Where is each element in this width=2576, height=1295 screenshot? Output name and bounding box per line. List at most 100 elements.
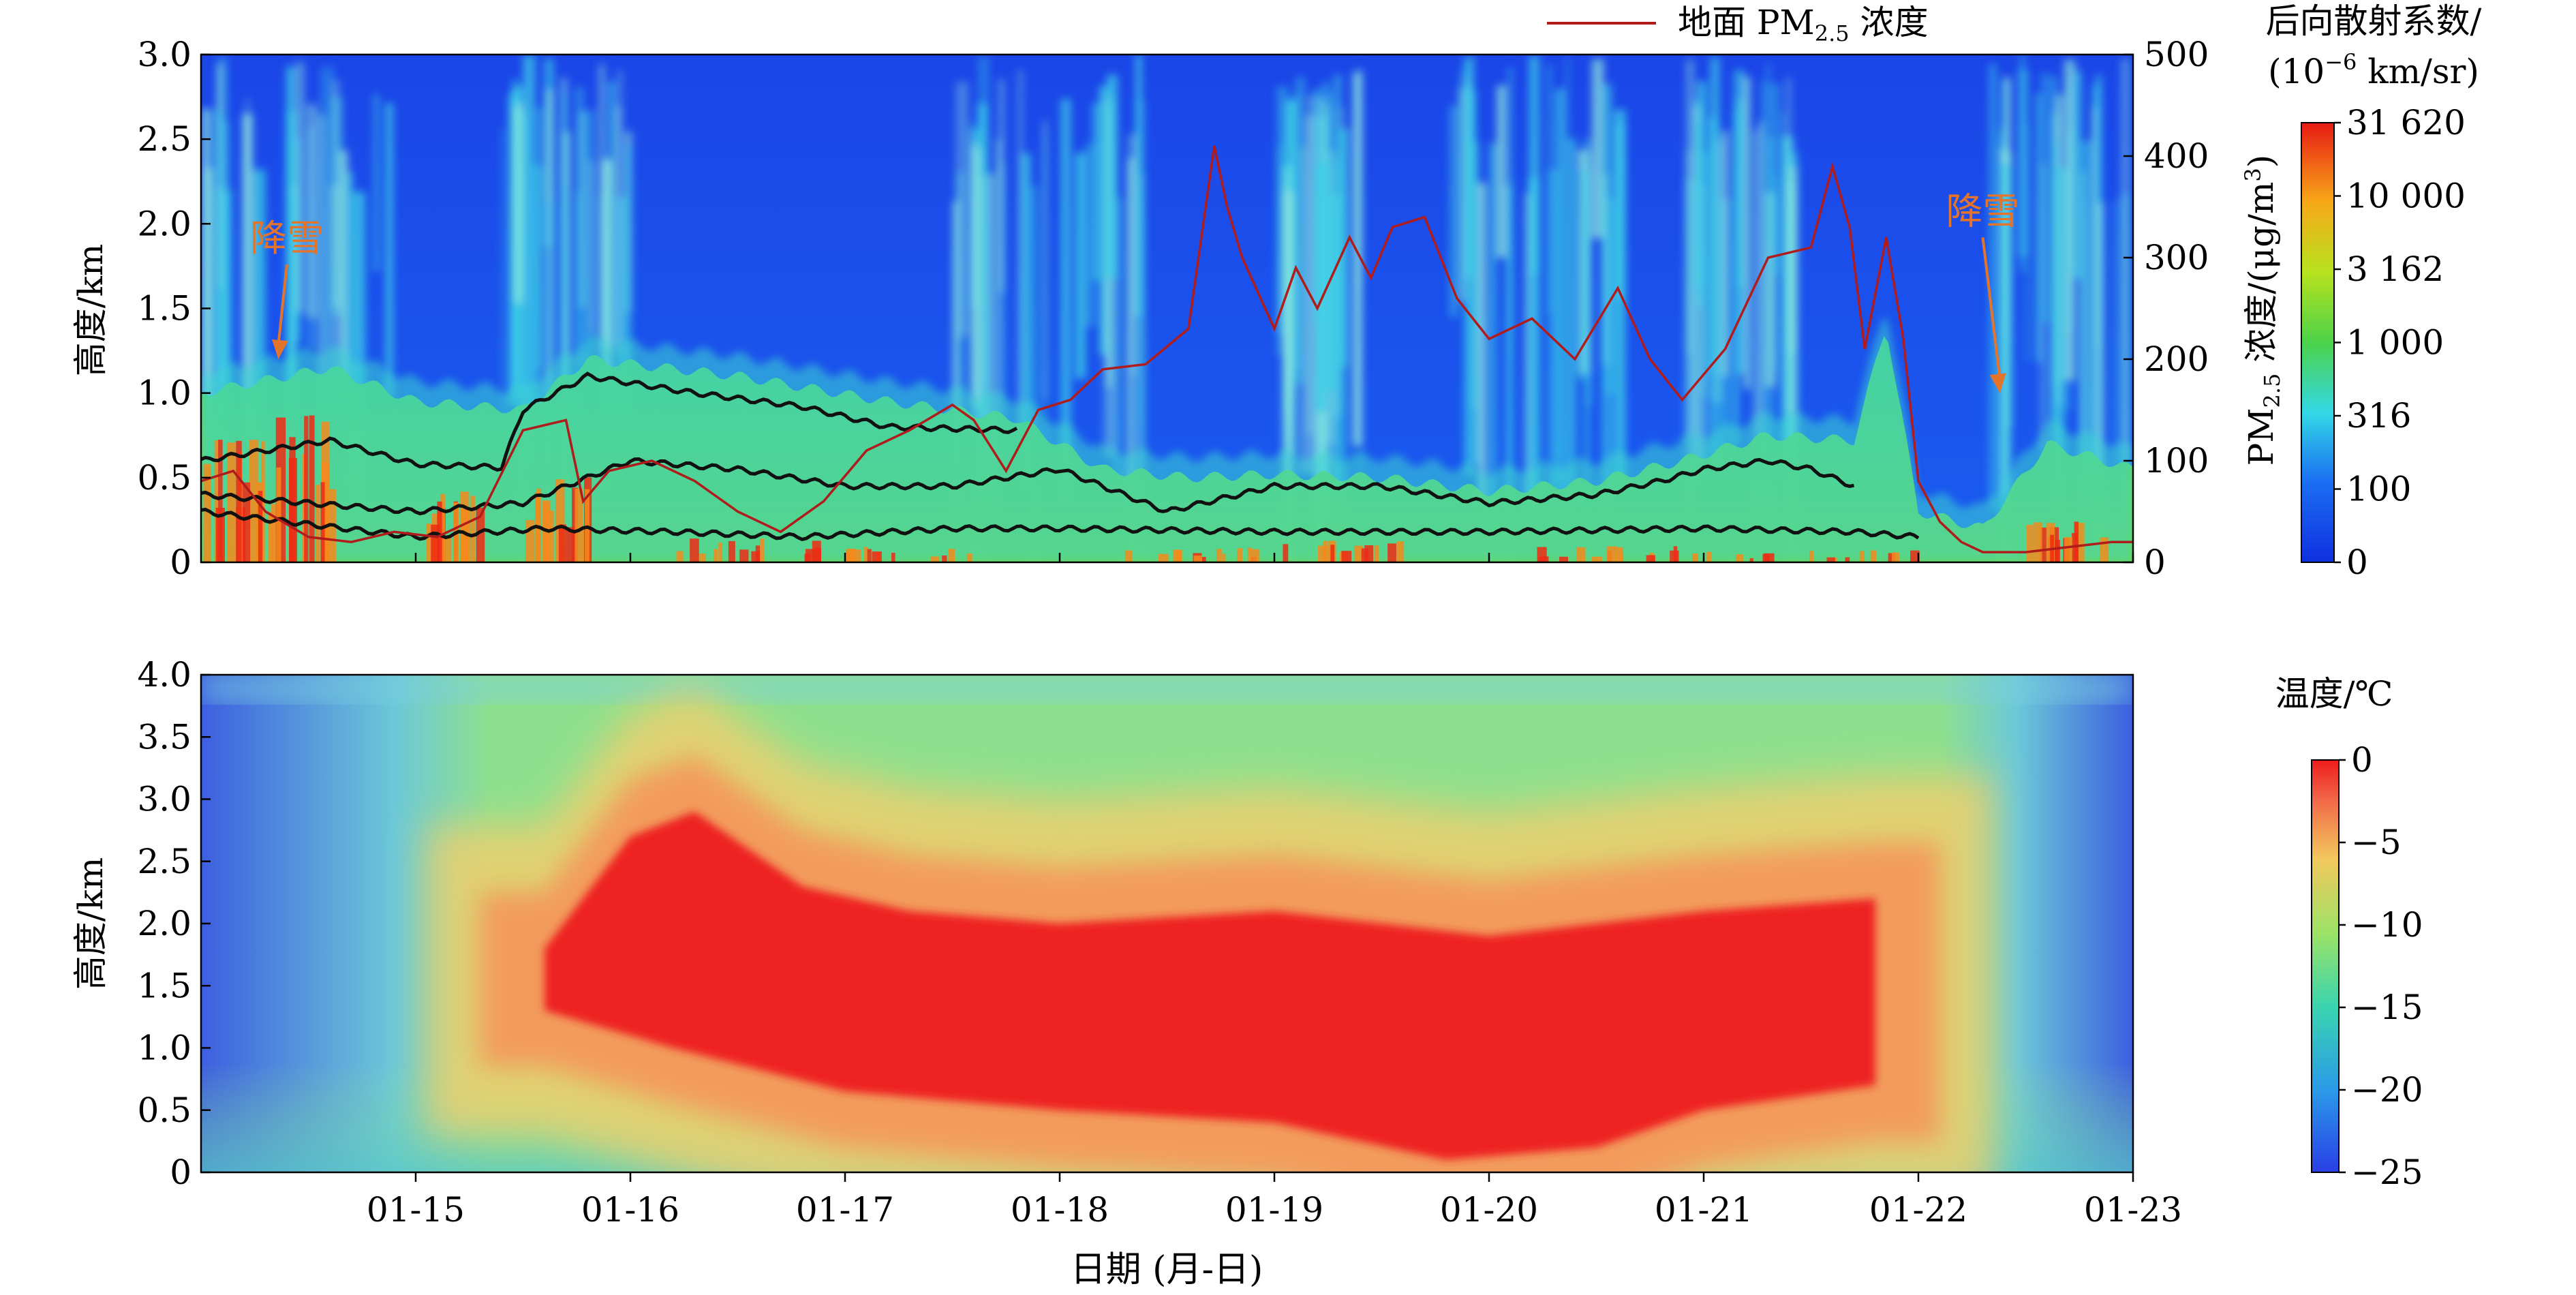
cloud-streak xyxy=(1592,59,1604,239)
high-backscatter-mark xyxy=(558,524,566,562)
high-backscatter-mark xyxy=(571,487,578,562)
pm25-y-tick-label: 400 xyxy=(2144,136,2209,176)
high-backscatter-mark xyxy=(1559,556,1569,562)
temperature-y-axis: 0 0.5 1.0 1.5 2.0 2.5 3.0 3.5 4.0 xyxy=(137,655,211,1192)
snowfall-arrow-head xyxy=(1989,373,2006,393)
cloud-streak xyxy=(2020,55,2025,272)
cloud-streak xyxy=(589,160,595,335)
high-backscatter-mark xyxy=(1193,555,1202,562)
high-backscatter-mark xyxy=(431,524,440,562)
high-backscatter-mark xyxy=(268,512,274,562)
cloud-streak xyxy=(512,107,517,301)
high-backscatter-mark xyxy=(289,437,296,562)
high-backscatter-mark xyxy=(1222,553,1226,562)
high-backscatter-mark xyxy=(1736,554,1744,562)
temperature-x-tick-label: 01-15 xyxy=(367,1190,465,1230)
cloud-streak xyxy=(346,172,354,487)
high-backscatter-mark xyxy=(476,507,485,562)
temperature-y-tick-label: 2.5 xyxy=(137,842,191,881)
temperature-x-tick-label: 01-18 xyxy=(1011,1190,1109,1230)
high-backscatter-mark xyxy=(461,534,468,562)
cloud-streak xyxy=(1989,64,1997,509)
temperature-y-tick-label: 4.0 xyxy=(137,655,191,695)
high-backscatter-mark xyxy=(249,440,258,562)
cloud-streak xyxy=(385,103,393,399)
pm25-y-tick-label: 200 xyxy=(2144,339,2209,379)
cloud-streak xyxy=(2057,168,2065,525)
pm25-axis-subscript: 2.5 xyxy=(2259,374,2285,408)
high-backscatter-mark xyxy=(203,463,211,562)
cloud-streak xyxy=(1766,63,1771,243)
cloud-streak xyxy=(2121,59,2130,462)
high-backscatter-mark xyxy=(931,556,940,562)
high-backscatter-mark xyxy=(2064,537,2072,562)
high-backscatter-mark xyxy=(1396,541,1405,562)
high-backscatter-mark xyxy=(942,555,947,562)
temperature-colorbar-tick-label: −25 xyxy=(2351,1153,2423,1192)
snowfall-arrow-shaft xyxy=(1981,237,2002,380)
cloud-streak xyxy=(1114,197,1122,484)
cloud-streak xyxy=(1686,59,1694,511)
cloud-streak xyxy=(1330,195,1338,392)
backscatter-colorbar-tick-label: 0 xyxy=(2346,543,2368,582)
high-backscatter-mark xyxy=(1826,557,1835,562)
high-backscatter-mark xyxy=(1888,553,1896,562)
cloud-streak xyxy=(1722,131,1728,377)
cloud-streak xyxy=(1547,169,1559,542)
high-backscatter-mark xyxy=(1216,549,1222,562)
high-backscatter-mark xyxy=(755,545,761,562)
cloud-streak xyxy=(2072,70,2082,279)
high-backscatter-mark xyxy=(1537,547,1547,562)
temperature-x-axis-label: 日期 (月-日) xyxy=(1071,1249,1263,1290)
temperature-x-tick-label: 01-22 xyxy=(1869,1190,1967,1230)
cloud-streak xyxy=(1710,57,1720,467)
cloud-streak xyxy=(1107,74,1118,279)
temperature-top-cold xyxy=(201,675,2133,702)
high-backscatter-mark xyxy=(566,527,574,562)
cloud-streak xyxy=(1698,184,1706,479)
cloud-streak xyxy=(286,65,294,515)
cloud-streak xyxy=(599,64,605,349)
cloud-streak xyxy=(1758,121,1764,501)
high-backscatter-mark xyxy=(759,538,765,562)
high-backscatter-mark xyxy=(1706,551,1712,562)
cloud-streak xyxy=(1557,88,1565,540)
cloud-streak xyxy=(1509,179,1514,493)
high-backscatter-mark xyxy=(676,551,684,562)
cloud-streak xyxy=(615,106,622,348)
snowfall-label: 降雪 xyxy=(250,217,324,260)
cloud-streak xyxy=(561,184,568,386)
cloud-streak xyxy=(2040,73,2049,323)
high-backscatter-mark xyxy=(218,440,223,562)
cloud-streak xyxy=(1601,84,1612,522)
high-backscatter-mark xyxy=(443,536,452,562)
pm25-legend: 地面 PM2.5 浓度 xyxy=(1547,3,1929,46)
high-backscatter-mark xyxy=(548,511,554,562)
backscatter-colorbar-tick-label: 3 162 xyxy=(2346,249,2444,289)
cloud-streak xyxy=(1506,186,1512,562)
lidar-y-tick-label: 3.0 xyxy=(137,35,191,74)
cloud-streak xyxy=(307,104,317,319)
high-backscatter-mark xyxy=(872,551,882,562)
cloud-streak xyxy=(1999,163,2011,562)
high-backscatter-mark xyxy=(1592,556,1602,562)
cloud-streak xyxy=(996,139,1000,485)
temperature-colorbar: 温度/℃ −25 −20 −15 −10 −5 0 xyxy=(2275,674,2423,1192)
temperature-y-tick-label: 1.0 xyxy=(137,1029,191,1068)
pm25-y-axis-label: PM2.5 浓度/(μg/m3) xyxy=(2240,155,2285,466)
high-backscatter-mark xyxy=(1173,549,1182,562)
lidar-heatmap xyxy=(201,55,2133,562)
high-backscatter-mark xyxy=(1247,547,1253,562)
cloud-streak xyxy=(1085,143,1096,327)
high-backscatter-mark xyxy=(812,540,821,562)
high-backscatter-mark xyxy=(214,440,219,562)
backscatter-colorbar: 后向散射系数/ (10−6 km/sr) 0 100 316 1 000 3 162 10… xyxy=(2266,1,2482,582)
cloud-streak xyxy=(1578,171,1586,381)
cloud-streak xyxy=(978,177,981,539)
backscatter-colorbar-ticks: 0 100 316 1 000 3 162 10 000 31 620 xyxy=(2334,103,2466,582)
cloud-streak xyxy=(1734,162,1737,560)
temperature-y-tick-label: 3.5 xyxy=(137,717,191,757)
layer-top-line xyxy=(201,371,1018,472)
cloud-streak xyxy=(211,110,224,414)
lidar-x-axis xyxy=(414,553,2134,562)
